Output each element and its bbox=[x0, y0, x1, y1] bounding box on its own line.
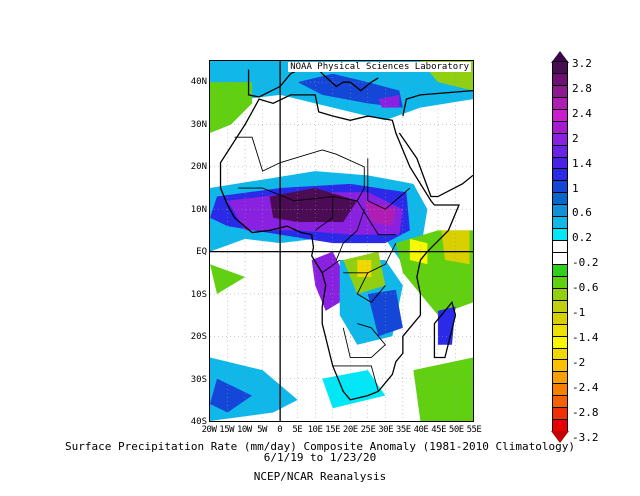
lon-tick-label: 45E bbox=[431, 425, 447, 435]
anomaly-region-purple bbox=[378, 94, 400, 108]
anomaly-region-green bbox=[210, 82, 253, 133]
anomaly-region-cyan bbox=[322, 370, 386, 409]
colorbar-label: -0.6 bbox=[572, 281, 599, 295]
precip-anomaly-map bbox=[210, 61, 473, 421]
colorbar-label: -1 bbox=[572, 306, 586, 319]
colorbar-label: -2 bbox=[572, 355, 586, 369]
anomaly-region-yellow bbox=[357, 260, 372, 277]
lon-tick-label: 25E bbox=[360, 425, 376, 435]
lon-tick-label: 40E bbox=[413, 425, 429, 435]
anomaly-region-green bbox=[413, 357, 473, 421]
data-source: NCEP/NCAR Reanalysis bbox=[253, 470, 387, 483]
date-range: 6/1/19 to 1/23/20 bbox=[263, 451, 377, 464]
colorbar-label: 0.6 bbox=[572, 206, 592, 220]
map-title: Surface Precipitation Rate (mm/day) Comp… bbox=[65, 440, 575, 453]
coastlines bbox=[221, 65, 473, 400]
arabia-outline bbox=[399, 91, 473, 197]
lon-tick-label: 15E bbox=[325, 425, 341, 435]
lon-tick-label: 15W bbox=[219, 425, 235, 435]
colorbar-bottom-arrow bbox=[551, 431, 569, 443]
lon-tick-label: 30E bbox=[378, 425, 394, 435]
colorbar-label: -1.4 bbox=[572, 330, 599, 344]
lon-tick-label: 55E bbox=[466, 425, 482, 435]
anomaly-region-blue bbox=[297, 73, 403, 108]
lat-tick-label: 10S bbox=[190, 289, 207, 300]
colorbar-label: 2.8 bbox=[572, 81, 592, 95]
credit-label: NOAA Physical Sciences Laboratory bbox=[288, 62, 471, 72]
colorbar-label: 1.4 bbox=[572, 156, 592, 170]
lon-tick-label: 5E bbox=[292, 425, 303, 435]
lat-tick-label: 30N bbox=[190, 119, 207, 130]
borders bbox=[235, 137, 410, 391]
africa-outline bbox=[221, 95, 459, 400]
lat-tick-label: 10N bbox=[190, 204, 207, 215]
colorbar-label: 1 bbox=[572, 181, 579, 195]
map-frame: NOAA Physical Sciences Laboratory bbox=[209, 60, 474, 422]
lon-tick-label: 50E bbox=[448, 425, 464, 435]
lat-tick-label: 20N bbox=[190, 162, 207, 172]
lat-tick-label: 20S bbox=[190, 332, 207, 342]
colorbar-top-arrow bbox=[551, 51, 569, 63]
lon-tick-label: 0 bbox=[277, 425, 283, 435]
lat-tick-label: 40N bbox=[190, 77, 207, 87]
lat-tick-label: 40S bbox=[190, 417, 207, 427]
lon-tick-label: 35E bbox=[395, 425, 411, 435]
lat-tick-label: EQ bbox=[196, 247, 207, 257]
zero-lines bbox=[210, 61, 473, 421]
anomaly-fill bbox=[210, 61, 473, 421]
anomaly-region-green bbox=[210, 264, 246, 294]
lon-tick-label: 5W bbox=[257, 425, 267, 435]
lon-tick-label: 20E bbox=[342, 425, 358, 435]
colorbar-label: 3.2 bbox=[572, 57, 592, 70]
colorbar-label: 2 bbox=[572, 131, 579, 145]
colorbar-label: 0.2 bbox=[572, 231, 592, 245]
colorbar-label: -0.2 bbox=[572, 256, 599, 270]
madagascar-outline bbox=[434, 302, 455, 357]
lat-tick-label: 30S bbox=[190, 374, 207, 385]
anomaly-region-purple bbox=[311, 251, 344, 311]
colorbar bbox=[552, 61, 568, 433]
lon-tick-label: 20W bbox=[201, 425, 217, 435]
colorbar-label: -3.2 bbox=[572, 430, 599, 444]
anomaly-region-blue bbox=[210, 378, 253, 413]
lon-tick-label: 10E bbox=[307, 425, 323, 435]
colorbar-label: 2.4 bbox=[572, 106, 592, 120]
colorbar-label: -2.8 bbox=[572, 405, 599, 419]
colorbar-label: -2.4 bbox=[572, 380, 599, 394]
europe-outline bbox=[249, 65, 379, 97]
anomaly-region-yellow bbox=[441, 230, 470, 265]
lon-tick-label: 10W bbox=[236, 425, 252, 435]
